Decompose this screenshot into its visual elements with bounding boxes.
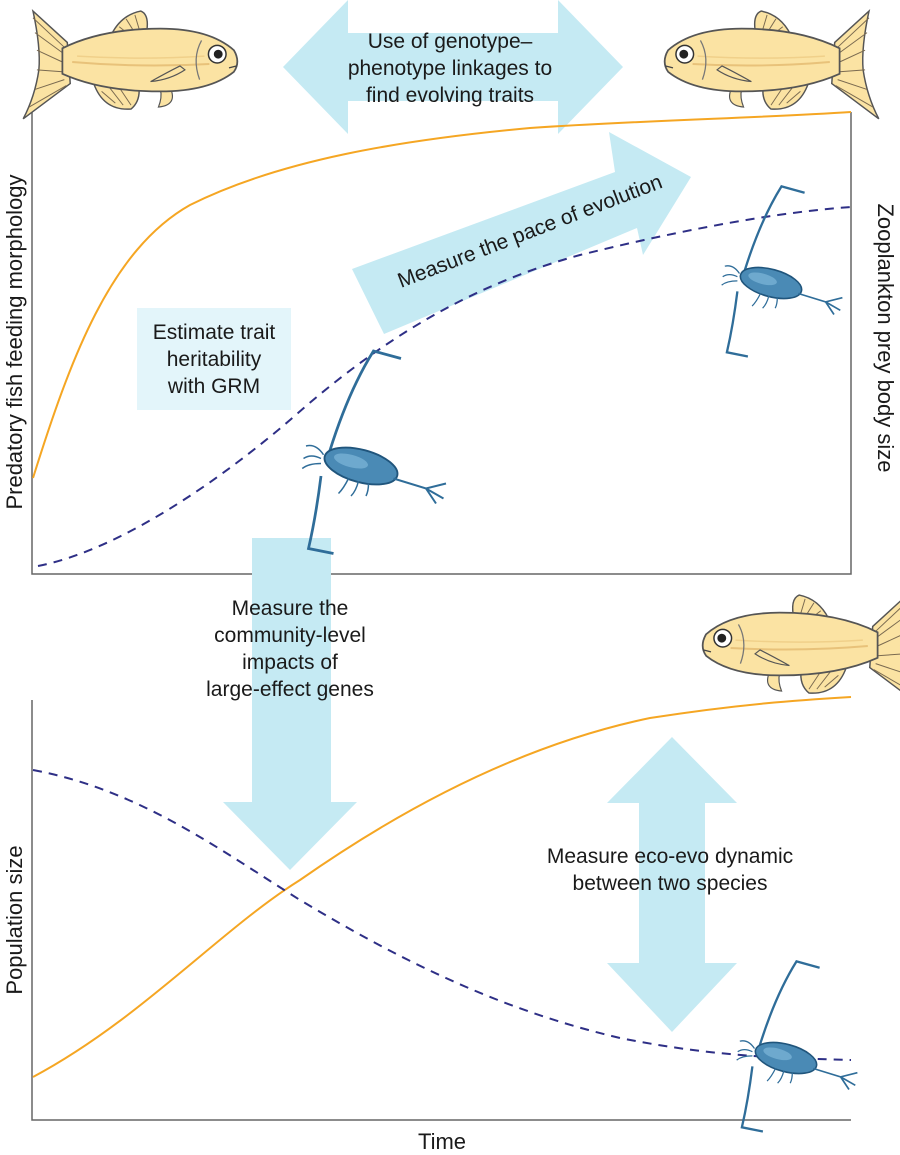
arrow-top-label-line: find evolving traits: [365, 84, 535, 107]
arrow-top-label: Use of genotype– phenotype linkages to f…: [330, 28, 570, 109]
copepod-icon: [735, 960, 859, 1133]
copepod-icon: [300, 349, 448, 555]
arrow-down-community: [223, 538, 357, 870]
zebrafish-icon: [22, 10, 239, 120]
community-label-line: large-effect genes: [206, 678, 374, 701]
bottom-panel-frame: [31, 700, 851, 1121]
bottom-panel: [31, 594, 900, 1133]
zebrafish-icon: [663, 10, 880, 120]
zooplankton-population-curve: [32, 769, 852, 1061]
y-axis-label-population-size: Population size: [2, 845, 27, 995]
community-label-line: Measure the: [231, 597, 349, 620]
grm-label-line: heritability: [166, 348, 262, 371]
zebrafish-icon: [701, 594, 900, 704]
grm-box: [137, 308, 291, 410]
y-axis-label-zooplankton-size: Zooplankton prey body size: [873, 203, 898, 473]
arrow-top-label-line: phenotype linkages to: [347, 57, 553, 80]
double-arrow-top: [283, 0, 623, 134]
grm-label-line: with GRM: [167, 375, 261, 398]
arrow-top-label-line: Use of genotype–: [367, 30, 533, 53]
zooplankton-size-curve: [37, 206, 852, 567]
double-arrow-eco-evo: [607, 737, 737, 1032]
grm-label: Estimate trait heritability with GRM: [137, 319, 291, 400]
fish-morphology-curve: [32, 111, 852, 479]
arrow-pace-of-evolution: [352, 132, 691, 334]
community-label-line: community-level: [214, 624, 366, 647]
eco-evo-label: Measure eco-evo dynamic between two spec…: [505, 843, 835, 897]
fish-population-curve: [32, 696, 852, 1078]
community-label: Measure the community-level impacts of l…: [170, 595, 410, 703]
copepod-icon: [720, 185, 844, 358]
eco-evo-label-line: Measure eco-evo dynamic: [546, 845, 794, 868]
y-axis-label-fish-morphology: Predatory fish feeding morphology: [2, 174, 27, 510]
x-axis-label-time: Time: [417, 1129, 467, 1154]
community-label-line: impacts of: [242, 651, 338, 674]
top-panel-frame: [31, 112, 852, 575]
grm-label-line: Estimate trait: [152, 321, 276, 344]
top-panel: [22, 0, 880, 870]
eco-evo-label-line: between two species: [572, 872, 768, 895]
